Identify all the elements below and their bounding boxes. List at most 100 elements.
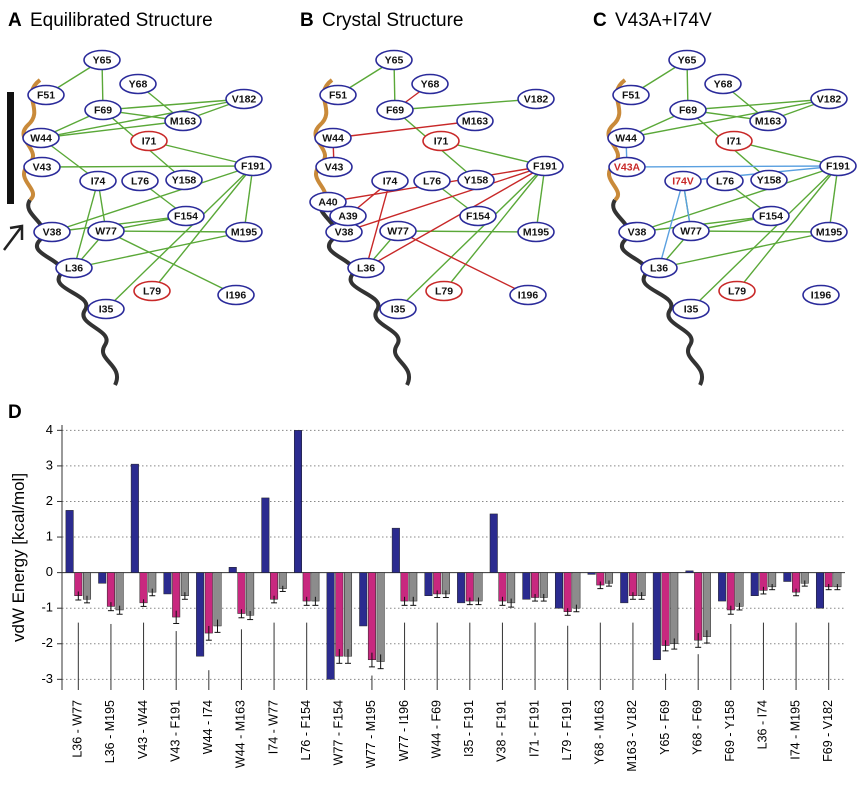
node-label: I196 bbox=[811, 289, 832, 301]
x-tick-label: F69 - V182 bbox=[821, 700, 835, 762]
node-label: F69 bbox=[679, 104, 697, 116]
edge bbox=[395, 99, 536, 110]
node-label: F154 bbox=[759, 210, 783, 222]
node-label: Y158 bbox=[172, 174, 197, 186]
bar bbox=[214, 573, 222, 626]
node-label: I71 bbox=[727, 135, 742, 147]
x-tick-label: V38 - F191 bbox=[495, 700, 509, 762]
node-label: F69 bbox=[94, 104, 112, 116]
edge bbox=[106, 231, 236, 295]
x-tick-label: W77 - M195 bbox=[364, 700, 378, 768]
x-tick-label: V43 - F191 bbox=[168, 700, 182, 762]
node-label: F51 bbox=[37, 89, 55, 101]
x-tick-label: M163 - V182 bbox=[625, 700, 639, 772]
bar bbox=[172, 573, 180, 617]
bar bbox=[816, 573, 824, 609]
bar bbox=[164, 573, 172, 594]
node-label: V182 bbox=[817, 93, 842, 105]
panel-label: D bbox=[8, 402, 22, 423]
edge bbox=[691, 231, 829, 232]
node-label: V43A bbox=[614, 161, 641, 173]
x-tick-label: F69 - Y158 bbox=[723, 700, 737, 762]
bar bbox=[703, 573, 711, 637]
node-label: F191 bbox=[826, 160, 850, 172]
node-label: V43 bbox=[325, 161, 344, 173]
panel-label: C bbox=[593, 10, 607, 31]
node-label: I35 bbox=[391, 303, 406, 315]
bar bbox=[359, 573, 367, 626]
arrow bbox=[4, 226, 22, 250]
bar bbox=[425, 573, 433, 596]
bar bbox=[523, 573, 531, 600]
bar bbox=[270, 573, 278, 600]
y-axis-label: vdW Energy [kcal/mol] bbox=[9, 473, 28, 642]
bar bbox=[98, 573, 106, 584]
edge bbox=[398, 231, 528, 295]
x-tick-label: I71 - F191 bbox=[527, 700, 541, 757]
bar bbox=[694, 573, 702, 641]
node-label: W44 bbox=[615, 132, 637, 144]
y-tick-label: 0 bbox=[46, 564, 53, 579]
panel-title: Crystal Structure bbox=[322, 10, 463, 31]
node-label: V43 bbox=[33, 161, 52, 173]
node-label: F191 bbox=[241, 160, 265, 172]
bar bbox=[238, 573, 246, 614]
node-label: Y65 bbox=[93, 54, 112, 66]
x-tick-label: W77 - F154 bbox=[332, 700, 346, 765]
node-label: A39 bbox=[338, 210, 357, 222]
x-tick-label: W77 - I196 bbox=[397, 700, 411, 761]
panel-title: Equilibrated Structure bbox=[30, 10, 213, 31]
node-label: F154 bbox=[174, 210, 198, 222]
bar bbox=[116, 573, 124, 610]
y-tick-label: 1 bbox=[46, 528, 53, 543]
node-label: Y158 bbox=[464, 174, 489, 186]
node-label: A40 bbox=[318, 196, 337, 208]
node-label: I35 bbox=[684, 303, 699, 315]
bar bbox=[83, 573, 91, 600]
x-tick-label: L36 - I74 bbox=[756, 700, 770, 749]
x-tick-label: I35 - F191 bbox=[462, 700, 476, 757]
x-tick-label: L76 - F154 bbox=[299, 700, 313, 761]
bar bbox=[555, 573, 563, 609]
edge bbox=[106, 231, 244, 232]
bar bbox=[457, 573, 465, 603]
bar bbox=[531, 573, 539, 598]
node-label: V182 bbox=[524, 93, 549, 105]
bar bbox=[662, 573, 670, 646]
node-label: I196 bbox=[226, 289, 247, 301]
bar bbox=[392, 528, 400, 572]
node-label: M195 bbox=[231, 226, 257, 238]
node-label: W44 bbox=[30, 132, 52, 144]
bar bbox=[107, 573, 115, 607]
scale-bar bbox=[7, 92, 14, 204]
bar bbox=[140, 573, 148, 603]
node-label: L36 bbox=[357, 262, 375, 274]
edge bbox=[398, 231, 536, 232]
bar bbox=[718, 573, 726, 601]
bar bbox=[671, 573, 679, 644]
node-label: L76 bbox=[423, 175, 441, 187]
bar bbox=[336, 573, 344, 657]
node-label: W77 bbox=[95, 225, 117, 237]
node-label: L36 bbox=[65, 262, 83, 274]
edge bbox=[42, 166, 253, 167]
bar bbox=[751, 573, 759, 596]
x-tick-label: L36 - M195 bbox=[103, 700, 117, 763]
y-tick-label: 4 bbox=[46, 422, 53, 437]
x-tick-label: I74 - W77 bbox=[266, 700, 280, 754]
bar bbox=[564, 573, 572, 612]
node-label: Y68 bbox=[129, 78, 148, 90]
bar bbox=[229, 567, 237, 572]
x-tick-label: W44 - F69 bbox=[429, 700, 443, 758]
panel-label: A bbox=[8, 10, 22, 31]
node-label: I35 bbox=[99, 303, 114, 315]
bar bbox=[490, 514, 498, 573]
bar bbox=[727, 573, 735, 610]
node-label: L79 bbox=[728, 285, 746, 297]
edge bbox=[103, 99, 244, 110]
node-label: Y65 bbox=[678, 54, 697, 66]
node-label: M195 bbox=[523, 226, 549, 238]
x-tick-label: W44 - M163 bbox=[234, 700, 248, 768]
edge bbox=[627, 166, 838, 167]
